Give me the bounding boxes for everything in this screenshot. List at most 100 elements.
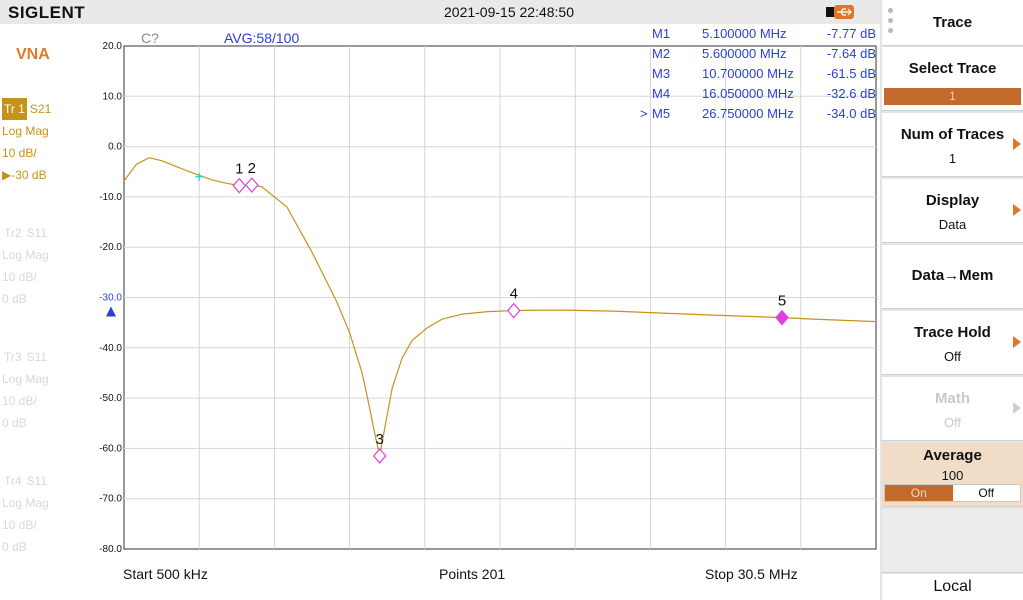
marker-value: -32.6 dB: [826, 86, 876, 101]
trace-hold-value: Off: [943, 349, 962, 364]
marker-value: -34.0 dB: [826, 106, 876, 121]
trace-param: S11: [26, 226, 48, 240]
math-button[interactable]: Math Off: [882, 377, 1023, 441]
empty-softkey: [882, 509, 1023, 573]
trace-hold-label: Trace Hold: [914, 324, 991, 341]
y-tick-label: 0.0: [108, 142, 122, 153]
marker-layer: 1 2 3 4 5: [232, 160, 789, 464]
menu-title-key: Trace: [882, 0, 1023, 46]
num-traces-label: Num of Traces: [900, 126, 1005, 143]
marker-id: M3: [652, 66, 671, 81]
trace-param: S11: [26, 350, 48, 364]
marker-freq: 5.100000 MHz: [702, 26, 787, 41]
marker-diamond-4: [506, 302, 521, 319]
marker-label-2: 2: [248, 160, 256, 177]
data-to-mem-button[interactable]: Data→Mem: [882, 245, 1023, 309]
menu-title: Trace: [932, 14, 973, 31]
trace-param: S21: [29, 102, 52, 116]
y-tick-label: -50.0: [99, 393, 122, 404]
marker-diamond-3: [372, 448, 387, 464]
trace-ref: ▶-30 dB: [2, 168, 47, 182]
display-label: Display: [925, 192, 980, 209]
trace-layer: [123, 157, 877, 457]
marker-row[interactable]: M1 5.100000 MHz -7.77 dB: [630, 26, 880, 46]
y-tick-label: -30.0: [99, 293, 122, 304]
marker-id: M1: [652, 26, 671, 41]
trace-ref: 0 dB: [2, 416, 27, 430]
local-button[interactable]: Local: [882, 574, 1023, 600]
marker-id: M4: [652, 86, 671, 101]
trace-format: Log Mag: [2, 496, 49, 510]
marker-diamond-2: [245, 177, 259, 193]
status-bar: SIGLENT 2021-09-15 22:48:50: [0, 0, 880, 24]
display-value: Data: [938, 217, 967, 232]
trace-tag: Tr4: [4, 474, 22, 488]
submenu-arrow-icon: [1013, 336, 1021, 348]
marker-diamond-5: [775, 309, 789, 326]
y-tick-labels: 20.0 10.0 0.0 -10.0 -20.0 -30.0 -40.0 -50.0 -60.…: [99, 41, 122, 555]
drag-handle-icon: [888, 8, 893, 38]
reference-level-indicator: [106, 306, 116, 317]
trace-3-info[interactable]: Tr3 S11 Log Mag 10 dB/ 0 dB: [2, 346, 49, 434]
y-tick-label: -40.0: [99, 343, 122, 354]
reference-marker-cross: [195, 172, 204, 181]
select-trace-label: Select Trace: [908, 60, 997, 77]
marker-row[interactable]: M4 16.050000 MHz -32.6 dB: [630, 86, 880, 106]
marker-value: -61.5 dB: [826, 66, 876, 81]
average-off-option[interactable]: Off: [952, 485, 1020, 501]
trace-ref: 0 dB: [2, 540, 27, 554]
avg-status: AVG:58/100: [224, 30, 300, 46]
stop-frequency[interactable]: Stop 30.5 MHz: [705, 566, 798, 582]
y-tick-label: -20.0: [99, 242, 122, 253]
select-trace-value: 1: [884, 88, 1021, 105]
data-to-mem-label: Data→Mem: [911, 267, 994, 284]
chart-svg: 20.0 10.0 0.0 -10.0 -20.0 -30.0 -40.0 -50.0 -60.…: [99, 41, 877, 555]
y-tick-label: -60.0: [99, 443, 122, 454]
marker-label-4: 4: [510, 286, 518, 303]
marker-row-active[interactable]: > M5 26.750000 MHz -34.0 dB: [630, 106, 880, 126]
trace-1-info[interactable]: Tr 1 S21 Log Mag 10 dB/ ▶-30 dB: [2, 98, 51, 186]
math-label: Math: [935, 390, 970, 407]
num-traces-value: 1: [948, 151, 957, 166]
sweep-points[interactable]: Points 201: [439, 566, 506, 582]
average-on-option[interactable]: On: [885, 485, 953, 501]
grid: [123, 45, 877, 550]
mode-label: VNA: [16, 46, 50, 63]
select-trace-button[interactable]: Select Trace 1: [882, 47, 1023, 111]
active-marker-indicator: >: [640, 106, 648, 121]
brand-logo: SIGLENT: [8, 3, 86, 22]
marker-id: M5: [652, 106, 671, 121]
y-tick-label: -10.0: [99, 192, 122, 203]
trace-format: Log Mag: [2, 372, 49, 386]
marker-id: M2: [652, 46, 671, 61]
measurement-plot[interactable]: 20.0 10.0 0.0 -10.0 -20.0 -30.0 -40.0 -50.0 -60.…: [0, 24, 880, 560]
marker-value: -7.77 dB: [826, 26, 876, 41]
marker-freq: 16.050000 MHz: [702, 86, 794, 101]
trace-tag: Tr3: [4, 350, 22, 364]
start-frequency[interactable]: Start 500 kHz: [123, 566, 208, 582]
submenu-arrow-icon: [1013, 204, 1021, 216]
trace-4-info[interactable]: Tr4 S11 Log Mag 10 dB/ 0 dB: [2, 470, 49, 558]
trace-format: Log Mag: [2, 248, 49, 262]
average-button[interactable]: Average 100 On Off: [882, 443, 1023, 507]
datetime: 2021-09-15 22:48:50: [444, 4, 574, 20]
average-value: 100: [941, 468, 964, 483]
average-toggle[interactable]: On Off: [884, 484, 1021, 502]
trace-info-panel: VNA Tr 1 S21 Log Mag 10 dB/ ▶-30 dB Tr2 S1…: [0, 24, 118, 600]
marker-row[interactable]: M2 5.600000 MHz -7.64 dB: [630, 46, 880, 66]
marker-freq: 10.700000 MHz: [702, 66, 794, 81]
softkey-panel: Trace Select Trace 1 Num of Traces 1 Dis…: [880, 0, 1023, 600]
y-tick-label: -80.0: [99, 544, 122, 555]
marker-freq: 5.600000 MHz: [702, 46, 787, 61]
trace-hold-button[interactable]: Trace Hold Off: [882, 311, 1023, 375]
y-tick-label: 10.0: [103, 91, 123, 102]
marker-label-3: 3: [376, 431, 384, 448]
trace-2-info[interactable]: Tr2 S11 Log Mag 10 dB/ 0 dB: [2, 222, 49, 310]
trace-param: S11: [26, 474, 48, 488]
marker-row[interactable]: M3 10.700000 MHz -61.5 dB: [630, 66, 880, 86]
trace-tag: Tr2: [4, 226, 22, 240]
y-tick-label: -70.0: [99, 494, 122, 505]
display-button[interactable]: Display Data: [882, 179, 1023, 243]
num-traces-button[interactable]: Num of Traces 1: [882, 113, 1023, 177]
usb-icon: [826, 5, 854, 19]
